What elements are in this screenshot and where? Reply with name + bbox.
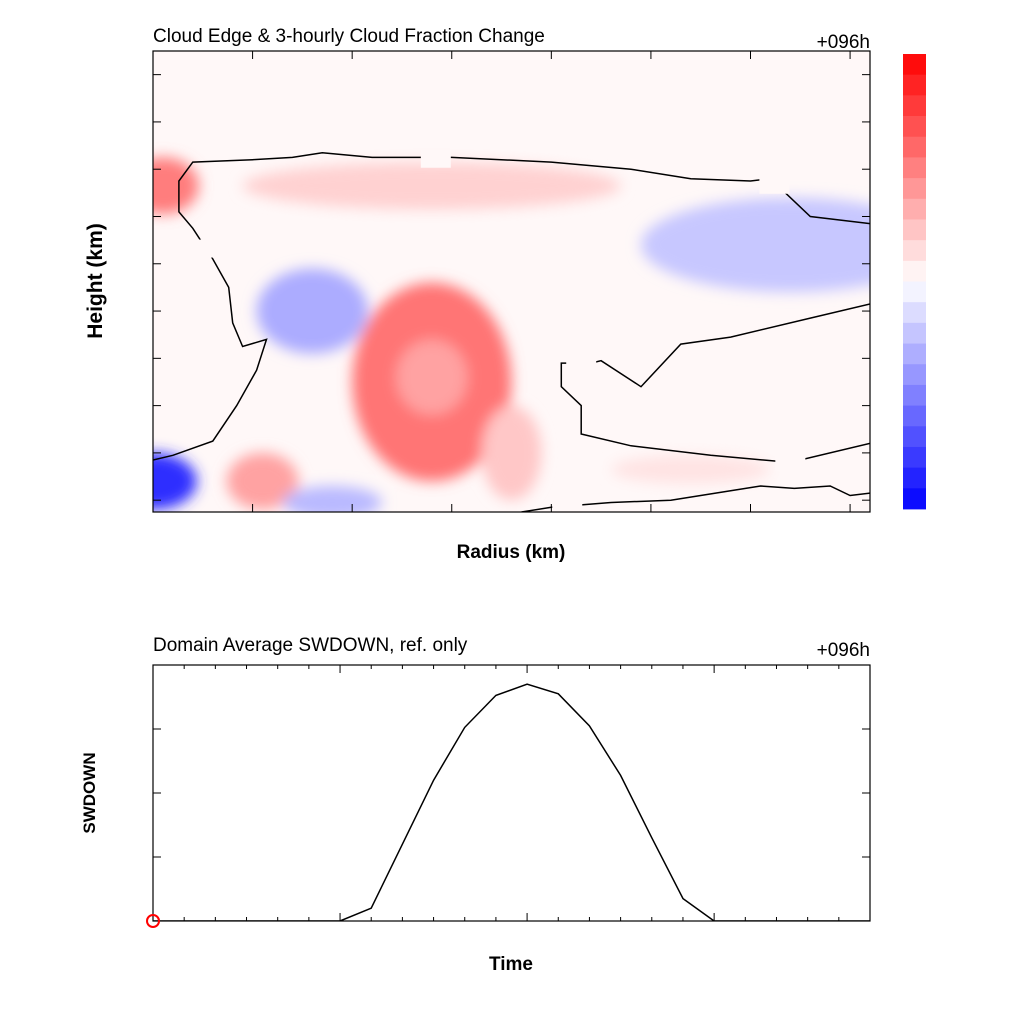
heatmap-feature-4 xyxy=(256,268,369,354)
line-y-axis-label: SWDOWN xyxy=(80,752,99,833)
colorbar-segment-1 xyxy=(903,74,926,96)
colorbar-segment-0 xyxy=(903,54,926,76)
colorbar xyxy=(903,54,926,510)
colorbar-segment-17 xyxy=(903,405,926,427)
line-y-axis xyxy=(153,664,870,858)
line-series-0 xyxy=(153,683,870,921)
line-time-label: +096h xyxy=(817,640,870,661)
colorbar-segment-7 xyxy=(903,198,926,220)
heatmap-feature-3 xyxy=(153,157,199,215)
current-time-marker xyxy=(146,914,160,928)
colorbar-segment-5 xyxy=(903,157,926,179)
colorbar-segment-16 xyxy=(903,384,926,406)
colorbar-segment-21 xyxy=(903,488,926,510)
colorbar-segment-13 xyxy=(903,322,926,344)
heatmap-feature-1 xyxy=(395,339,468,416)
heatmap-feature-8 xyxy=(282,485,383,512)
heatmap-feature-2 xyxy=(242,162,622,210)
heatmap-y-axis xyxy=(153,74,870,501)
heatmap-feature-10 xyxy=(611,455,771,484)
heatmap-panel: Cloud Edge & 3-hourly Cloud Fraction Cha… xyxy=(84,26,926,563)
heatmap-time-label: +096h xyxy=(817,32,870,53)
colorbar-segment-12 xyxy=(903,302,926,324)
contour-label-bg-5 xyxy=(552,494,583,513)
heatmap-title: Cloud Edge & 3-hourly Cloud Fraction Cha… xyxy=(153,26,545,47)
heatmap-feature-7 xyxy=(641,197,870,293)
contour-label-bg-4 xyxy=(775,452,806,471)
line-x-axis-label: Time xyxy=(489,954,533,975)
colorbar-segment-14 xyxy=(903,343,926,365)
contour-label-bg-3 xyxy=(566,353,597,372)
line-panel: Domain Average SWDOWN, ref. only +096h T… xyxy=(80,635,871,975)
heatmap-feature-9 xyxy=(481,405,542,501)
colorbar-segment-20 xyxy=(903,467,926,489)
contour-line-0 xyxy=(153,151,870,461)
colorbar-segment-18 xyxy=(903,426,926,448)
colorbar-segment-9 xyxy=(903,240,926,262)
heatmap-x-axis xyxy=(152,51,851,512)
line-title: Domain Average SWDOWN, ref. only xyxy=(153,635,468,656)
colorbar-segment-2 xyxy=(903,95,926,117)
colorbar-segment-15 xyxy=(903,364,926,386)
heatmap-y-axis-label: Height (km) xyxy=(84,223,107,339)
colorbar-segment-19 xyxy=(903,446,926,469)
heatmap-feature-5 xyxy=(153,452,197,510)
contour-label-bg-0 xyxy=(420,149,451,168)
colorbar-segment-8 xyxy=(903,219,926,241)
line-series xyxy=(153,683,870,921)
colorbar-segment-4 xyxy=(903,136,926,158)
heatmap-contour-labels xyxy=(193,149,806,513)
contour-line-1 xyxy=(560,303,870,464)
line-current-time-marker-group xyxy=(146,914,160,928)
colorbar-segment-10 xyxy=(903,260,926,282)
line-plot-background xyxy=(153,665,870,921)
heatmap-x-axis-label: Radius (km) xyxy=(457,542,566,563)
colorbar-segment-6 xyxy=(903,178,926,200)
heatmap-features xyxy=(153,157,870,512)
heatmap-plot-frame xyxy=(152,50,871,513)
contour-label-bg-2 xyxy=(193,239,224,258)
heatmap-feature-6 xyxy=(226,452,299,510)
contour-label-bg-1 xyxy=(759,175,790,194)
colorbar-segment-3 xyxy=(903,116,926,138)
line-x-axis xyxy=(152,665,840,921)
colorbar-segment-11 xyxy=(903,281,926,303)
